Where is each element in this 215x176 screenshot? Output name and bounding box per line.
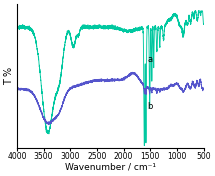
Text: a: a bbox=[147, 55, 152, 64]
Y-axis label: T %: T % bbox=[4, 67, 14, 85]
Text: b: b bbox=[147, 102, 152, 111]
X-axis label: Wavenumber / cm⁻¹: Wavenumber / cm⁻¹ bbox=[65, 163, 156, 172]
